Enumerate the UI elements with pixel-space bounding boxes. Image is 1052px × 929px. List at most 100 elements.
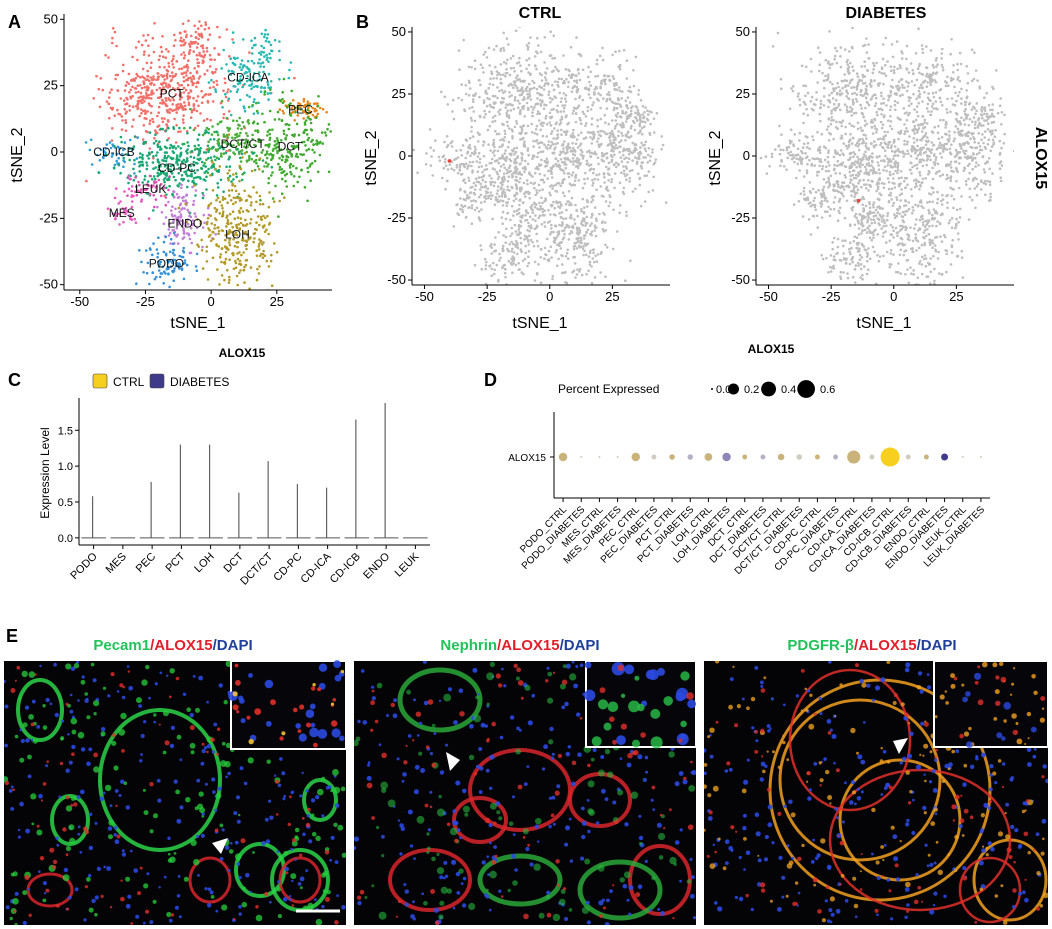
cell-point	[787, 151, 790, 155]
cell-point	[479, 63, 483, 66]
cell-point	[610, 129, 614, 133]
cell-point	[221, 198, 225, 201]
cell-point	[473, 208, 477, 212]
cell-point	[204, 129, 207, 132]
cell-point	[676, 133, 679, 136]
cell-point	[226, 172, 230, 175]
cell-point	[190, 34, 193, 38]
cell-point	[161, 98, 164, 102]
cell-point	[818, 112, 821, 116]
cell-point	[165, 151, 169, 154]
cell-point	[562, 169, 565, 172]
cell-point	[652, 162, 656, 166]
cell-point	[444, 158, 447, 161]
cell-point	[461, 144, 465, 147]
cell-point	[660, 148, 663, 151]
cell-point	[872, 61, 875, 65]
cell-point	[945, 81, 948, 84]
cell-point	[310, 128, 314, 132]
cell-point	[141, 164, 145, 167]
cell-point	[443, 95, 447, 99]
cell-point	[594, 217, 598, 220]
cell-point	[1003, 113, 1006, 117]
cell-point	[497, 185, 500, 188]
cell-point	[601, 58, 605, 62]
cell-point	[577, 67, 580, 71]
cell-point	[519, 231, 522, 235]
cell-point	[918, 71, 921, 75]
cell-point	[489, 149, 492, 152]
cell-point	[131, 125, 134, 128]
cell-point	[607, 167, 611, 170]
cell-point	[515, 62, 519, 65]
cell-point	[970, 108, 974, 111]
cell-point	[519, 109, 522, 112]
cell-point	[960, 116, 963, 119]
cell-point	[219, 178, 223, 182]
cell-point	[207, 127, 210, 131]
cell-point	[501, 244, 505, 248]
cell-point	[111, 36, 114, 40]
cell-point	[517, 106, 520, 109]
y-tick-label: 50	[44, 11, 58, 26]
cell-point	[191, 109, 194, 112]
cell-point	[224, 238, 227, 242]
cell-point	[597, 173, 601, 176]
cell-point	[148, 192, 152, 196]
cell-point	[305, 149, 308, 152]
cell-point	[140, 112, 143, 115]
cell-point	[625, 214, 628, 217]
cell-point	[171, 261, 174, 265]
cell-point	[138, 170, 141, 173]
cell-point	[239, 142, 243, 145]
cell-point	[138, 84, 142, 87]
cell-point	[590, 142, 594, 145]
cell-point	[129, 216, 132, 219]
cell-point	[187, 19, 190, 23]
cell-point	[299, 105, 302, 109]
cell-point	[858, 142, 861, 146]
cell-point	[492, 138, 496, 142]
cell-point	[251, 52, 254, 55]
cell-point	[587, 88, 591, 92]
cell-point	[243, 171, 246, 175]
cell-point	[179, 36, 183, 40]
cell-point	[154, 180, 158, 184]
cell-point	[587, 93, 591, 96]
cell-point	[156, 205, 159, 209]
cell-point	[511, 54, 515, 58]
cell-point	[178, 31, 182, 35]
cluster-label: DCT/CT	[221, 137, 266, 151]
cell-point	[863, 81, 867, 85]
cell-point	[297, 133, 301, 137]
cell-point	[516, 99, 520, 103]
cell-point	[642, 116, 645, 120]
cell-point	[867, 57, 870, 60]
cell-point	[149, 76, 152, 79]
cell-point	[915, 110, 919, 114]
cell-point	[293, 119, 297, 122]
cell-point	[505, 227, 508, 231]
cell-point	[494, 236, 497, 239]
cell-point	[141, 153, 144, 157]
cell-point	[467, 145, 471, 149]
cell-point	[527, 249, 531, 253]
cell-point	[124, 121, 128, 125]
cell-point	[848, 81, 852, 85]
cell-point	[838, 92, 842, 96]
cell-point	[157, 111, 160, 114]
cell-point	[914, 118, 918, 122]
cell-point	[507, 43, 510, 46]
cell-point	[889, 94, 892, 97]
cell-point	[144, 112, 147, 115]
cell-point	[203, 28, 207, 31]
cell-point	[599, 106, 602, 110]
cell-point	[191, 180, 194, 184]
cell-point	[567, 142, 570, 146]
cell-point	[502, 234, 505, 237]
cell-point	[826, 75, 830, 79]
cell-point	[611, 147, 614, 151]
cell-point	[459, 148, 463, 152]
cell-point	[901, 52, 904, 55]
cell-point	[142, 34, 145, 37]
